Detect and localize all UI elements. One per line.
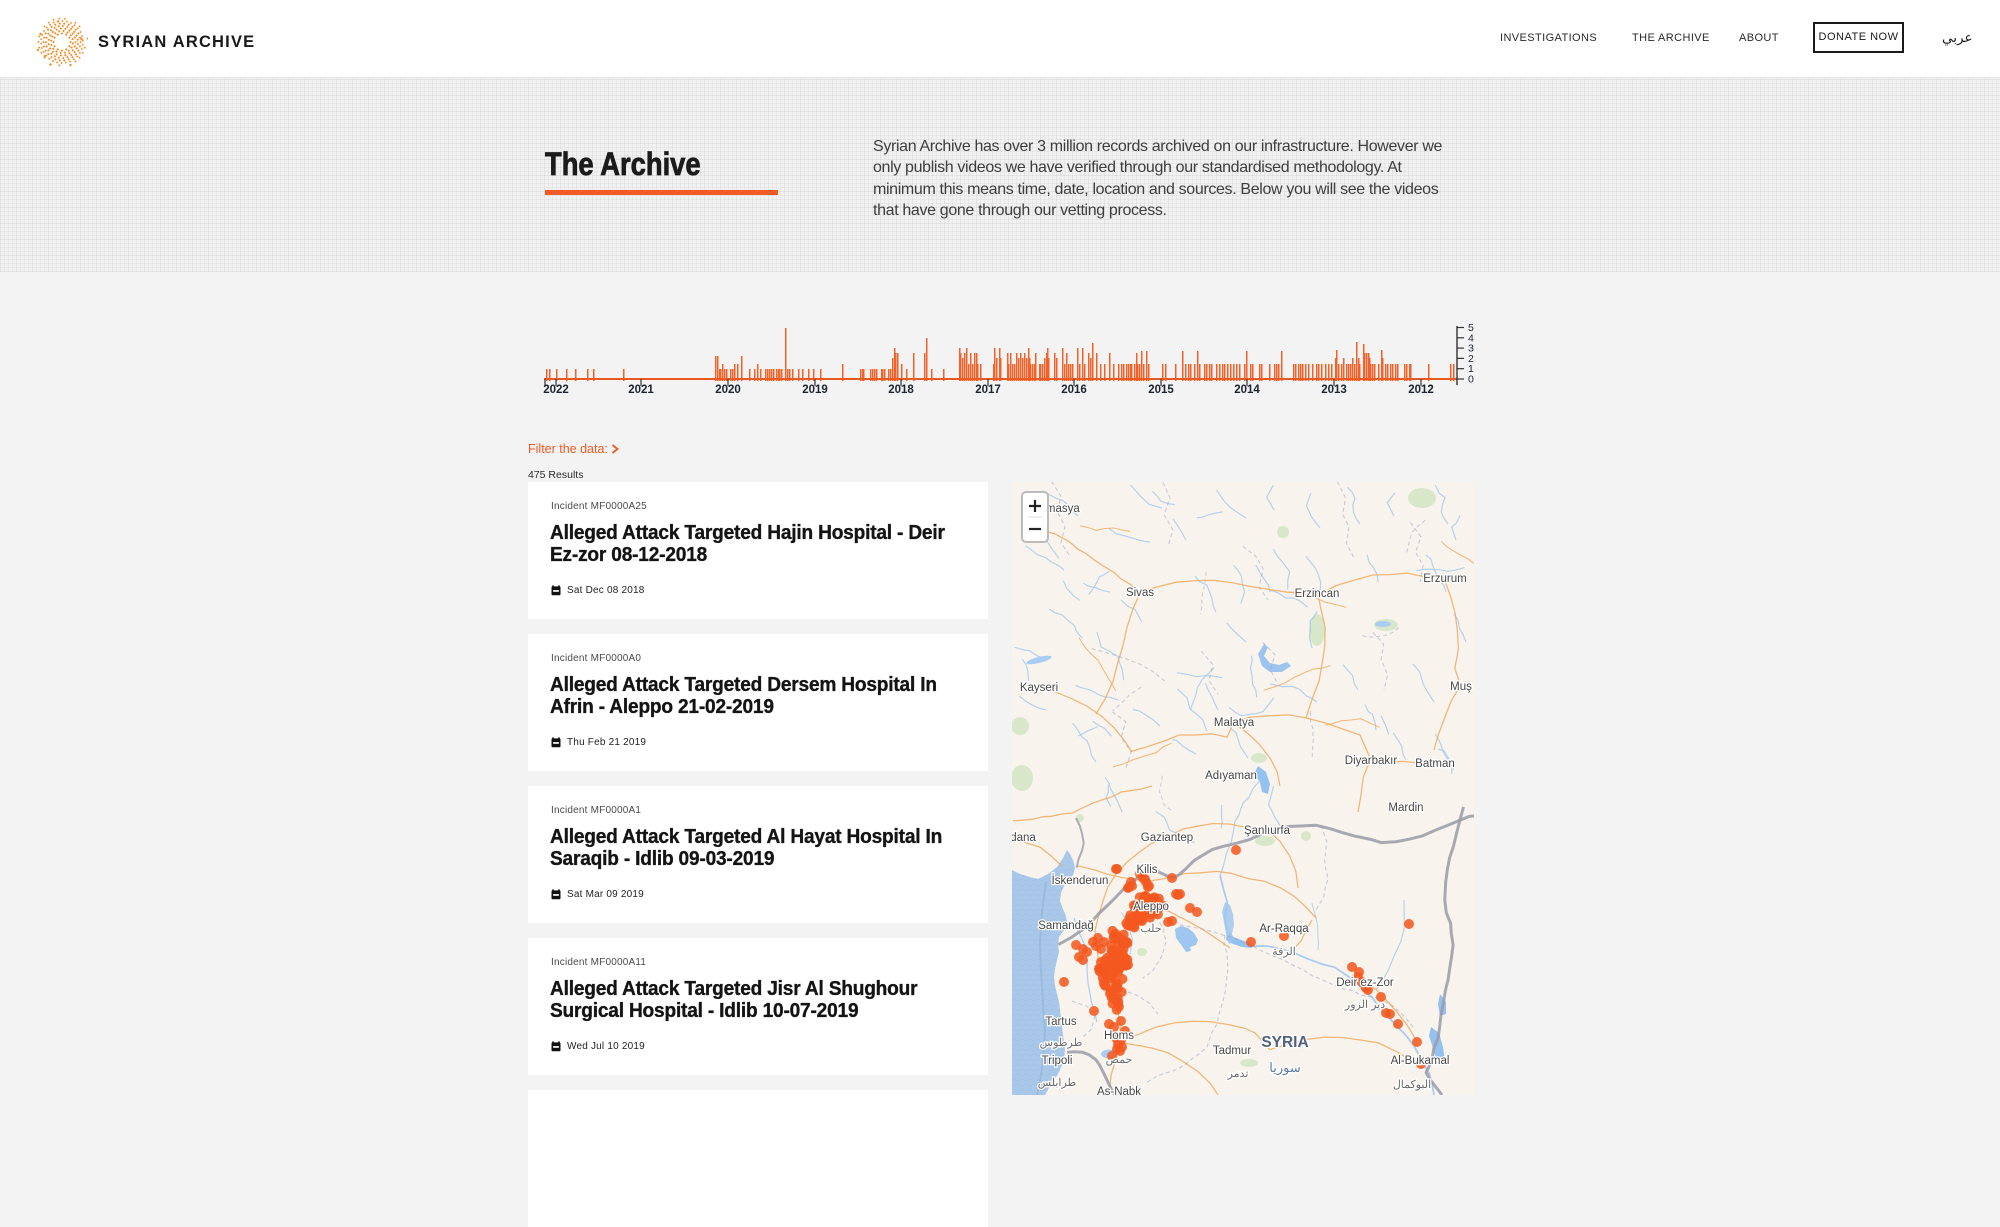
svg-text:2020: 2020 (715, 384, 741, 396)
svg-text:2013: 2013 (1321, 384, 1347, 396)
svg-text:0: 0 (1468, 374, 1474, 386)
svg-text:Erzurum: Erzurum (1423, 573, 1466, 585)
svg-text:2012: 2012 (1408, 384, 1434, 396)
svg-text:Muş: Muş (1450, 681, 1472, 693)
svg-text:حلب: حلب (1140, 923, 1161, 935)
svg-text:Kayseri: Kayseri (1020, 682, 1058, 694)
svg-text:Tartus: Tartus (1045, 1016, 1077, 1028)
svg-text:2014: 2014 (1234, 384, 1260, 396)
svg-text:2018: 2018 (888, 384, 914, 396)
svg-text:Batman: Batman (1415, 758, 1455, 770)
svg-text:İskenderun: İskenderun (1052, 874, 1109, 887)
svg-text:2: 2 (1468, 353, 1474, 365)
svg-text:البوكمال: البوكمال (1393, 1079, 1431, 1091)
svg-text:2015: 2015 (1148, 384, 1174, 396)
svg-text:Kilis: Kilis (1136, 864, 1157, 876)
svg-text:سوريا: سوريا (1269, 1060, 1300, 1076)
svg-text:Şanlıurfa: Şanlıurfa (1244, 825, 1291, 837)
svg-text:4: 4 (1468, 332, 1474, 344)
svg-text:Homs: Homs (1104, 1030, 1134, 1042)
svg-text:تدمر: تدمر (1227, 1068, 1249, 1080)
svg-text:2016: 2016 (1061, 384, 1087, 396)
svg-text:2021: 2021 (628, 384, 654, 396)
svg-text:Gaziantep: Gaziantep (1141, 832, 1193, 844)
svg-text:Ar-Raqqa: Ar-Raqqa (1259, 923, 1309, 935)
svg-text:Diyarbakır: Diyarbakır (1345, 755, 1398, 767)
svg-text:dana: dana (1012, 832, 1036, 844)
svg-text:Sivas: Sivas (1126, 587, 1154, 599)
svg-text:Aleppo: Aleppo (1133, 901, 1169, 913)
svg-text:Samandağ: Samandağ (1038, 920, 1094, 932)
svg-text:SYRIA: SYRIA (1261, 1034, 1308, 1051)
svg-text:طرابلس: طرابلس (1038, 1077, 1077, 1089)
svg-text:Tadmur: Tadmur (1213, 1045, 1252, 1057)
svg-text:3: 3 (1468, 343, 1474, 355)
svg-text:As-Nabk: As-Nabk (1097, 1086, 1141, 1095)
svg-text:Mardin: Mardin (1388, 802, 1423, 814)
svg-text:Adıyaman: Adıyaman (1205, 770, 1257, 782)
svg-text:طرطوس: طرطوس (1040, 1037, 1083, 1049)
svg-text:2019: 2019 (802, 384, 828, 396)
svg-text:Deir ez-Zor: Deir ez-Zor (1336, 977, 1394, 989)
svg-text:Malatya: Malatya (1214, 717, 1255, 729)
svg-text:2022: 2022 (543, 384, 569, 396)
svg-text:دير الزور: دير الزور (1344, 999, 1385, 1011)
svg-text:1: 1 (1468, 363, 1474, 375)
svg-text:Tripoli: Tripoli (1042, 1055, 1073, 1067)
svg-text:Erzincan: Erzincan (1295, 588, 1340, 600)
svg-text:Al-Bukamal: Al-Bukamal (1391, 1055, 1450, 1067)
svg-text:الرقة: الرقة (1272, 946, 1296, 958)
svg-text:2017: 2017 (975, 384, 1001, 396)
svg-text:5: 5 (1468, 322, 1474, 334)
svg-text:حمص: حمص (1106, 1054, 1133, 1066)
